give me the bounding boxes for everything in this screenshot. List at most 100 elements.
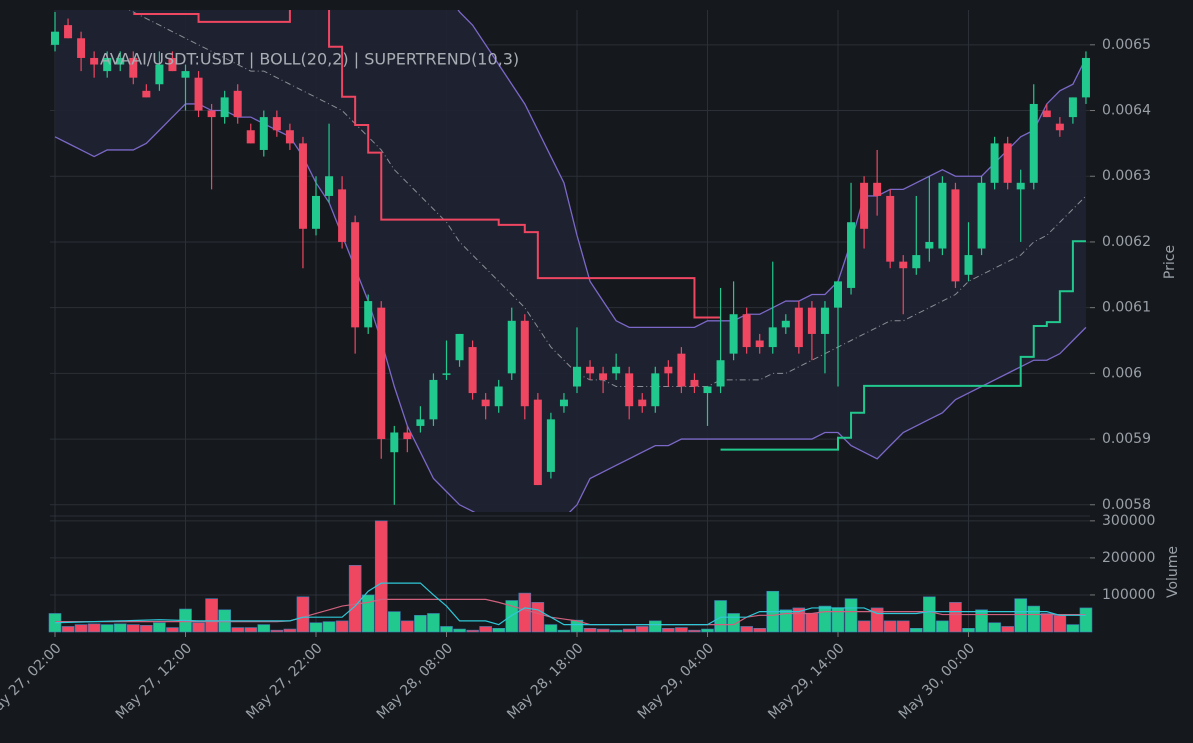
candle-body (338, 189, 347, 242)
candle-body (794, 307, 803, 348)
y2-tick-label: 100000 (1102, 587, 1155, 603)
candle-body (77, 38, 86, 58)
candle-body (155, 64, 164, 85)
chart-title: AVAAI/USDT:USDT | BOLL(20,2) | SUPERTREN… (100, 50, 519, 69)
volume-bar (348, 565, 362, 633)
y-axis-label: Price (1162, 245, 1178, 279)
candle-body (507, 320, 516, 374)
volume-bar (857, 620, 871, 633)
volume-bar (962, 627, 975, 633)
candle-body (364, 301, 373, 328)
candle-body (1068, 97, 1077, 118)
y-tick-label: 0.0059 (1102, 431, 1151, 447)
volume-bar (87, 623, 101, 633)
volume-ma-slow (55, 598, 1086, 626)
candle-body (768, 327, 777, 348)
volume-bar (466, 629, 479, 633)
volume-bar (244, 627, 258, 633)
candle-body (781, 320, 790, 328)
candle-body (873, 182, 882, 196)
candle-body (142, 90, 151, 98)
volume-bar (127, 624, 140, 633)
candle-body (638, 399, 647, 407)
candle-body (977, 182, 986, 249)
candle-body (742, 314, 751, 348)
volume-bar (662, 627, 675, 633)
candle-body (886, 195, 895, 262)
volume-bar (648, 620, 662, 633)
candle-body (494, 386, 503, 407)
y-tick-label: 0.0063 (1102, 168, 1151, 184)
candle-body (520, 320, 529, 407)
y2-tick-label: 200000 (1102, 550, 1155, 566)
volume-ma-fast (54, 582, 1086, 626)
volume-bar (387, 611, 401, 633)
candle-body (194, 77, 203, 111)
candle-body (90, 57, 99, 65)
candle-body (390, 432, 399, 453)
volume-bar (479, 626, 492, 633)
candle-body (416, 419, 425, 426)
candle-body (129, 57, 138, 78)
volume-bar (844, 598, 858, 633)
candle-body (990, 143, 999, 183)
volume-bar (531, 602, 545, 633)
y-tick-label: 0.0065 (1102, 37, 1151, 53)
candle-body (207, 110, 216, 118)
volume-bar (361, 594, 375, 633)
volume-bar (140, 625, 153, 633)
volume-bar (1001, 626, 1014, 633)
supertrend-down (133, 10, 721, 319)
volume-bar (988, 622, 1001, 633)
band-fill (55, 10, 1086, 512)
candle-body (860, 182, 869, 229)
volume-bar (192, 622, 205, 633)
candle-body (298, 143, 307, 229)
volume-bar (544, 624, 558, 633)
volume-bar (557, 629, 571, 633)
supertrend-up (720, 240, 1086, 451)
candle-body (573, 366, 581, 387)
candle-body (285, 130, 294, 144)
candle-body (51, 31, 59, 45)
candle-body (351, 222, 360, 328)
candle-body (325, 176, 334, 196)
volume-bar (896, 620, 910, 633)
candle-body (1003, 143, 1012, 183)
volume-bar (453, 628, 466, 633)
candle-body (442, 373, 451, 375)
candle-body (690, 379, 699, 387)
candle-body (1042, 110, 1051, 118)
volume-bar (322, 621, 336, 633)
volume-bar (923, 596, 936, 633)
candle-body (586, 366, 595, 374)
volume-bar (949, 602, 962, 633)
volume-bar (805, 613, 819, 633)
candle-body (233, 90, 242, 118)
volume-bar (505, 600, 519, 633)
volume-bar (688, 629, 701, 633)
candle-body (716, 360, 725, 387)
volume-bar (1027, 605, 1041, 633)
volume-bar (335, 620, 349, 633)
candle-body (168, 57, 177, 72)
candle-body (964, 255, 973, 275)
volume-bar (270, 629, 284, 633)
volume-bar (374, 520, 388, 633)
candle-body (1016, 182, 1025, 190)
volume-bar (740, 626, 753, 633)
volume-bar (1066, 624, 1080, 633)
volume-bar (609, 629, 623, 633)
candle-body (103, 57, 112, 72)
candle-body (651, 373, 660, 407)
candle-body (938, 182, 947, 249)
volume-bar (401, 620, 414, 633)
y-tick-label: 0.006 (1102, 365, 1142, 381)
volume-bar (675, 627, 688, 633)
volume-bar (909, 627, 923, 633)
volume-bar (975, 609, 988, 633)
volume-bar (1079, 607, 1093, 633)
y-tick-label: 0.0058 (1102, 497, 1151, 513)
candle-body (546, 419, 555, 472)
candle-body (377, 307, 386, 440)
